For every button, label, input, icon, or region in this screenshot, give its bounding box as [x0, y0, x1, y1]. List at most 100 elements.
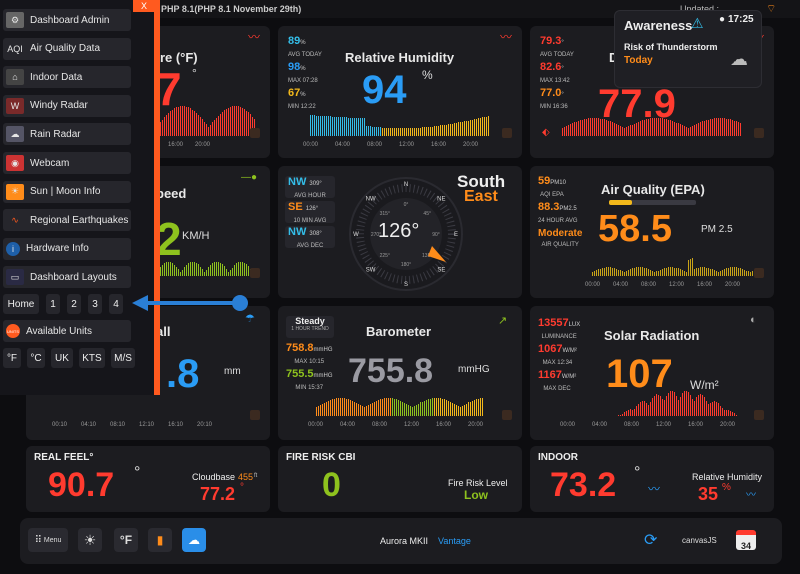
spark-bar [666, 119, 667, 136]
sidebar-item-0[interactable]: ⚙ Dashboard Admin [3, 9, 131, 31]
spark-bar [216, 117, 217, 136]
firerisk-card[interactable]: FIRE RISK CBI 0 Fire Risk Level Low [278, 446, 522, 512]
air-quality-card[interactable]: 59PM10 AQI EPA 88.3PM2.5 24 HOUR AVG Moder… [530, 166, 774, 298]
spark-bar [380, 127, 381, 136]
rain-axis: 00:10 04:10 08:10 12:10 16:10 20:10 [52, 422, 226, 428]
compass-needle [428, 246, 446, 262]
unit-option-4[interactable]: M/S [111, 348, 135, 368]
barometer-card[interactable]: Steady 1 HOUR TREND 758.8mmHG MAX 10:15 7… [278, 306, 522, 440]
sidebar-item-5[interactable]: ◉ Webcam [3, 152, 131, 174]
chart-icon[interactable] [250, 128, 260, 138]
close-sidebar-button[interactable]: X [133, 0, 155, 12]
solar-title: Solar Radiation [604, 328, 700, 343]
spark-bar [624, 412, 625, 416]
unit-option-1[interactable]: °C [27, 348, 45, 368]
spark-bar [160, 122, 161, 136]
sidebar-item-9[interactable]: ▭ Dashboard Layouts [3, 266, 131, 289]
spark-bar [632, 268, 633, 276]
humidity-card[interactable]: 〰 89% AVG TODAY 98% MAX 07:28 67% MIN 12:22… [278, 26, 522, 158]
spark-bar [346, 117, 347, 136]
chart-icon[interactable] [754, 410, 764, 420]
layout-button-4[interactable]: 4 [109, 294, 123, 314]
spark-bar [234, 106, 235, 136]
chart-icon[interactable] [250, 410, 260, 420]
sidebar-item-2[interactable]: ⌂ Indoor Data [3, 66, 131, 89]
layout-button-3[interactable]: 3 [88, 294, 102, 314]
solar-card[interactable]: 13557LUX LUMINANCE 1067W/M² MAX 12:34 1167… [530, 306, 774, 440]
available-units-item[interactable]: UNITS Available Units [3, 320, 131, 342]
sidebar-item-label: Dashboard Layouts [30, 271, 117, 283]
layout-button-2[interactable]: 2 [67, 294, 81, 314]
spark-bar [636, 267, 637, 276]
warning-icon: ⚠ [691, 15, 704, 31]
spark-bar [412, 406, 413, 416]
spark-bar [574, 122, 575, 136]
spark-bar [596, 118, 597, 136]
wind-direction-card[interactable]: NW 309° AVG HOUR SE 126° 10 MIN AVG NW 308… [278, 166, 522, 298]
bottom-bar: ⠿ Menu ☀ °F ▮ ☁ Aurora MKII Vantage ⟳ can… [20, 518, 782, 564]
spark-bar [474, 119, 475, 136]
wifi-icon[interactable]: ⌔ [766, 3, 777, 15]
sidebar-item-1[interactable]: AQI Air Quality Data [3, 37, 131, 60]
updated-label: Updated : [680, 4, 720, 14]
house-icon: ⌂ [6, 69, 24, 86]
direction-stat-10min: SE 126° 10 MIN AVG [285, 201, 335, 224]
charts-button[interactable]: ▮ [148, 528, 172, 552]
sidebar-item-4[interactable]: ☁ Rain Radar [3, 123, 131, 146]
unit-option-3[interactable]: KTS [79, 348, 105, 368]
spark-bar [614, 122, 615, 136]
units-button[interactable]: °F [114, 528, 138, 552]
spark-bar [474, 399, 475, 416]
spark-bar [470, 401, 471, 416]
sidebar-item-8[interactable]: i Hardware Info [3, 237, 131, 260]
spark-bar [356, 402, 357, 416]
spark-bar [628, 269, 629, 276]
humidity-value: 94 [362, 68, 407, 112]
chart-icon[interactable] [502, 128, 512, 138]
unit-option-0[interactable]: °F [3, 348, 21, 368]
sidebar-item-7[interactable]: ∿ Regional Earthquakes [3, 209, 131, 232]
spark-bar [588, 118, 589, 136]
unit-option-2[interactable]: UK [51, 348, 73, 368]
spark-bar [352, 117, 353, 136]
station-model[interactable]: Vantage [438, 536, 471, 546]
calendar-icon[interactable]: 34 [736, 530, 756, 551]
axis-tick: 04:00 [613, 282, 629, 288]
realfeel-card[interactable]: REAL FEEL° 90.7 ° Cloudbase 455 ft 77.2 … [26, 446, 270, 512]
menu-button[interactable]: ⠿ Menu [28, 528, 68, 552]
spark-bar [602, 267, 603, 276]
spark-bar [432, 126, 433, 136]
spark-bar [674, 121, 675, 136]
layout-button-1[interactable]: 1 [46, 294, 60, 314]
spark-bar [626, 127, 627, 136]
spark-bar [674, 267, 675, 276]
spark-bar [700, 122, 701, 136]
spark-bar [354, 401, 355, 416]
chart-icon[interactable] [754, 128, 764, 138]
sidebar-item-6[interactable]: ☀ Sun | Moon Info [3, 180, 131, 203]
spark-bar [698, 267, 699, 276]
spark-bar [568, 125, 569, 136]
spark-bar [324, 402, 325, 416]
sidebar-item-3[interactable]: W Windy Radar [3, 94, 131, 117]
spark-bar [220, 113, 221, 136]
solar-stat-lux: 13557LUX LUMINANCE [538, 317, 581, 341]
chart-icon[interactable] [754, 268, 764, 278]
weather-button[interactable]: ☁ [182, 528, 206, 552]
theme-button[interactable]: ☀ [78, 528, 102, 552]
canvasjs-logo[interactable]: canvasJS [682, 536, 717, 545]
awareness-popup[interactable]: Awareness ⚠ ● 17:25 Risk of Thunderstorm… [614, 10, 762, 88]
spark-bar [692, 125, 693, 136]
spark-bar [434, 126, 435, 136]
chart-icon[interactable] [502, 410, 512, 420]
spark-bar [624, 271, 625, 276]
spark-bar [626, 410, 627, 416]
indoor-card[interactable]: INDOOR 73.2 ° 〰 Relative Humidity 35 % 〰 [530, 446, 774, 512]
compass-degree: 135° [422, 253, 432, 259]
chart-icon[interactable] [250, 268, 260, 278]
spark-bar [466, 403, 467, 416]
layout-home-button[interactable]: Home [3, 294, 39, 314]
spark-bar [484, 117, 485, 136]
refresh-icon[interactable]: ⟳ [644, 532, 658, 549]
spark-bar [416, 404, 417, 416]
